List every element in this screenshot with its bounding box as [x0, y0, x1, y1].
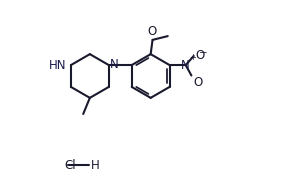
- Text: HN: HN: [49, 59, 67, 72]
- Text: O: O: [147, 25, 157, 38]
- Text: Cl: Cl: [64, 159, 76, 172]
- Text: O: O: [195, 48, 204, 62]
- Text: −: −: [199, 48, 208, 58]
- Text: O: O: [193, 77, 202, 89]
- Text: N: N: [110, 58, 119, 71]
- Text: +: +: [189, 53, 196, 62]
- Text: H: H: [91, 159, 100, 172]
- Text: N: N: [181, 59, 190, 72]
